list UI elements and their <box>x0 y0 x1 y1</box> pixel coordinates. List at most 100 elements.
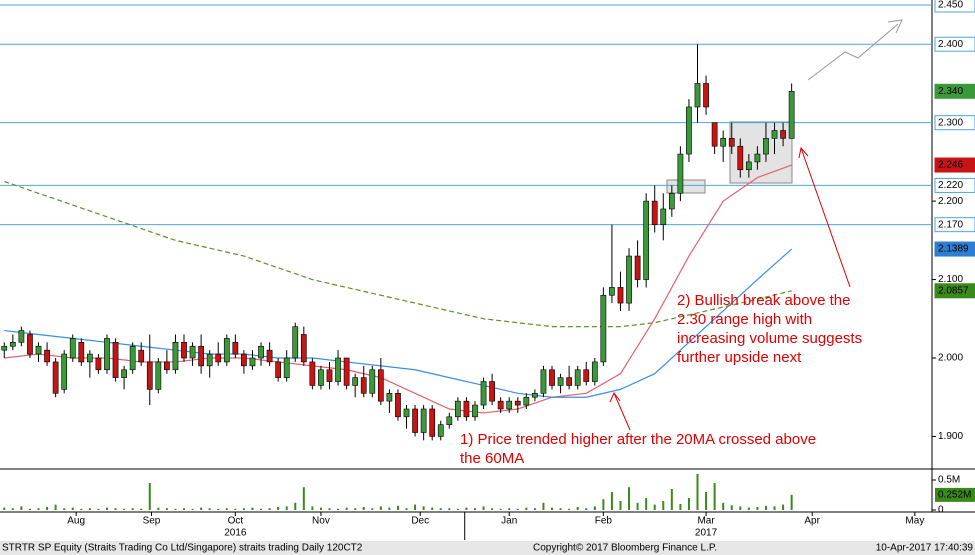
volume-bar <box>465 507 468 510</box>
volume-bar <box>114 508 117 510</box>
volume-bar <box>251 507 254 510</box>
candle-body <box>523 396 530 406</box>
candle-body <box>27 334 33 355</box>
x-tick-label: Jan <box>501 516 517 527</box>
volume-bar <box>54 504 57 510</box>
candle-body <box>677 153 684 194</box>
candle-body <box>472 404 478 418</box>
volume-bar <box>80 508 83 510</box>
volume-bar <box>388 507 391 510</box>
volume-bar <box>63 508 66 510</box>
candle-body <box>574 369 581 386</box>
value-tag-label: 2.246 <box>938 160 963 171</box>
value-tag <box>934 283 975 299</box>
volume-bar <box>533 508 536 510</box>
volume-bar <box>200 507 203 510</box>
overlay <box>609 19 903 431</box>
volume-bar <box>234 508 237 510</box>
volume-bar <box>739 506 742 510</box>
candle-body <box>352 377 359 386</box>
candle-body <box>172 342 179 371</box>
volume-bar <box>277 507 280 510</box>
candle-body <box>763 138 769 155</box>
volume-tick-label: 0 <box>938 505 944 516</box>
y-tick-label: 2.100 <box>938 274 963 285</box>
candle-body <box>549 369 555 386</box>
candle-body <box>1 345 8 351</box>
candle-body <box>754 153 761 163</box>
volume-bar <box>448 508 451 510</box>
candle-body <box>360 377 367 394</box>
volume-bar <box>405 508 408 510</box>
candle-body <box>189 345 196 359</box>
candle-body <box>720 138 727 147</box>
value-tag <box>934 83 975 99</box>
volume-bar <box>773 506 776 510</box>
candle-body <box>703 83 709 108</box>
volume-bar <box>730 505 733 510</box>
value-tag <box>934 217 975 233</box>
candle-body <box>540 369 547 394</box>
candle-body <box>155 361 162 390</box>
footer-bar <box>0 541 975 555</box>
arrow-1-head <box>609 392 621 403</box>
volume-bar <box>337 508 340 510</box>
volume-bar <box>422 506 425 510</box>
volume-tag-label: 0.252M <box>938 490 971 501</box>
candle-body <box>429 408 436 437</box>
projection-arrow <box>807 23 899 81</box>
volume-bar <box>268 508 271 510</box>
volume-bar <box>645 498 648 510</box>
candle-body <box>369 369 376 394</box>
volume-bar <box>302 487 305 510</box>
volume-bar <box>46 507 49 510</box>
volume-bar <box>662 501 665 510</box>
candle-body <box>44 349 50 363</box>
volume-bar <box>782 504 785 510</box>
year-label: 2016 <box>224 528 247 539</box>
candle-body <box>266 349 273 363</box>
volume-bar <box>696 474 699 510</box>
volume-bar <box>516 508 519 510</box>
candle-body <box>788 91 795 139</box>
y-tick-label: 2.000 <box>938 353 963 364</box>
candle-body <box>300 334 307 363</box>
volume-bar <box>568 508 571 510</box>
x-tick-label: Mar <box>697 516 715 527</box>
candle-body <box>181 342 187 359</box>
volume-bar <box>747 507 750 510</box>
footer-center: Copyright© 2017 Bloomberg Finance L.P. <box>533 543 717 554</box>
candle-body <box>446 416 453 425</box>
candle-body <box>455 400 461 418</box>
y-tick-label: 1.900 <box>938 431 963 442</box>
candle-body <box>292 326 299 359</box>
candle-body <box>241 353 247 367</box>
value-tag-label: 2.0857 <box>938 285 969 296</box>
volume-bar <box>508 508 511 510</box>
candle-body <box>771 130 778 139</box>
candle-body <box>686 106 692 155</box>
candle-body <box>223 338 230 363</box>
value-tag <box>934 0 975 13</box>
volume-bar <box>71 507 74 510</box>
candle-body <box>164 361 170 371</box>
candle-body <box>18 330 25 343</box>
volume-bar <box>131 508 134 510</box>
volume-bar <box>20 506 23 510</box>
y-tick-label: 2.200 <box>938 196 963 207</box>
annotation: increasing volume suggests <box>677 330 862 347</box>
annotation: the 60MA <box>460 450 524 467</box>
volume-bar <box>88 508 91 510</box>
volume-bar <box>431 507 434 510</box>
candle-body <box>95 357 102 371</box>
candle-body <box>104 338 110 371</box>
value-tag <box>934 115 975 131</box>
value-tag <box>934 177 975 193</box>
candle-body <box>711 122 718 147</box>
value-tag-label: 2.300 <box>938 117 963 128</box>
candle-body <box>78 342 85 363</box>
volume-bar <box>525 507 528 510</box>
candle-body <box>129 345 136 371</box>
candle-body <box>634 255 641 280</box>
